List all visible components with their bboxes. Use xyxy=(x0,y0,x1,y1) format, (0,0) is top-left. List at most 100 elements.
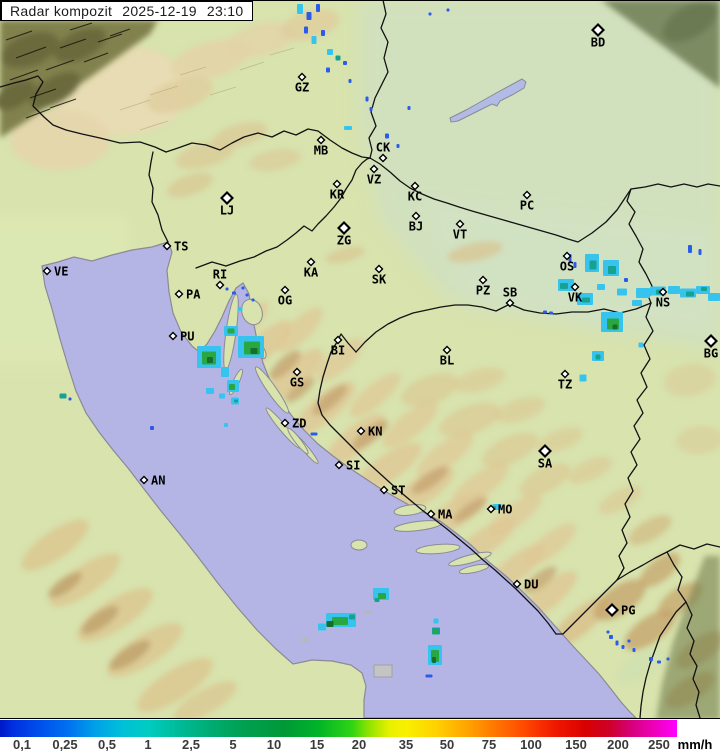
radar-cell xyxy=(617,288,627,296)
radar-cell xyxy=(306,12,312,20)
city-diamond-icon xyxy=(455,219,465,229)
city-diamond-icon xyxy=(591,23,605,37)
city-label-BJ: BJ xyxy=(409,220,423,234)
radar-map: VE TS PA PU RI LJ GZ MB CK VZ KR KC ZG KA BJ VT PC SK OG OS… xyxy=(0,0,720,718)
radar-cell xyxy=(425,674,433,678)
radar-cell xyxy=(549,311,553,315)
border-montenegro-albania xyxy=(639,601,687,718)
legend-tick: 100 xyxy=(520,737,542,751)
city-diamond-icon xyxy=(704,334,718,348)
radar-cell xyxy=(245,293,249,297)
city-label-PZ: PZ xyxy=(476,284,490,298)
radar-date: 2025-12-19 xyxy=(122,3,197,19)
city-marker-KN: KN xyxy=(356,425,382,439)
legend-tick: 0,5 xyxy=(97,737,117,751)
small-islets xyxy=(300,610,372,642)
city-marker-VZ: VZ xyxy=(367,164,381,187)
city-label-MO: MO xyxy=(498,503,512,517)
radar-cell xyxy=(310,432,318,436)
city-label-PU: PU xyxy=(180,330,194,344)
radar-cell xyxy=(365,96,369,102)
city-label-SB: SB xyxy=(503,286,517,300)
radar-cell xyxy=(207,357,213,363)
border-bosnia-croatia-sava xyxy=(355,302,652,353)
radar-cell xyxy=(688,245,692,253)
radar-cell xyxy=(657,660,661,664)
radar-cell xyxy=(560,283,568,289)
border-austria-slovenia xyxy=(165,128,371,159)
border-bosnia-montenegro xyxy=(555,579,618,635)
city-diamond-icon xyxy=(337,221,351,235)
city-label-RI: RI xyxy=(213,268,227,282)
border-italy-slovenia xyxy=(148,151,169,243)
city-marker-BI: BI xyxy=(331,335,345,358)
city-marker-VT: VT xyxy=(453,219,467,242)
city-diamond-icon xyxy=(378,153,388,163)
radar-cell xyxy=(624,278,628,282)
city-label-VT: VT xyxy=(453,228,467,242)
country-borders xyxy=(0,0,720,718)
radar-cell xyxy=(582,297,590,303)
city-diamond-icon xyxy=(306,257,316,267)
radar-cell xyxy=(428,12,432,16)
city-diamond-icon xyxy=(505,298,515,308)
radar-cell xyxy=(606,630,610,634)
city-label-AN: AN xyxy=(151,474,165,488)
app-title: Radar kompozit xyxy=(10,3,113,19)
legend-color-bar xyxy=(0,720,677,737)
city-marker-DU: DU xyxy=(512,578,538,592)
radar-cell xyxy=(374,598,380,602)
city-diamond-icon xyxy=(369,164,379,174)
coverage-boundary xyxy=(0,0,720,718)
city-diamond-icon xyxy=(332,179,342,189)
radar-map-canvas: VE TS PA PU RI LJ GZ MB CK VZ KR KC ZG KA BJ VT PC SK OG OS… xyxy=(0,0,720,718)
radar-cell xyxy=(343,61,347,65)
city-label-ST: ST xyxy=(391,484,405,498)
city-marker-VE: VE xyxy=(42,265,68,279)
radar-cell xyxy=(251,298,255,302)
city-diamond-icon xyxy=(379,485,389,495)
lake-balaton xyxy=(449,78,527,123)
radar-cell xyxy=(597,284,605,290)
radar-cell xyxy=(349,614,355,620)
radar-cell xyxy=(221,367,229,377)
radar-time: 23:10 xyxy=(206,3,244,19)
radar-cell xyxy=(225,287,229,291)
radar-echo-layer xyxy=(59,4,720,678)
city-diamond-icon xyxy=(560,369,570,379)
city-diamond-icon xyxy=(220,191,234,205)
city-marker-MO: MO xyxy=(486,503,512,517)
city-diamond-icon xyxy=(297,72,307,82)
alpine-ridges xyxy=(5,22,131,119)
plain-tints xyxy=(0,0,720,365)
city-marker-PA: PA xyxy=(174,288,201,302)
radar-cell xyxy=(321,30,325,36)
city-marker-MA: MA xyxy=(426,508,453,522)
city-diamond-icon xyxy=(374,264,384,274)
city-label-GZ: GZ xyxy=(295,81,309,95)
city-label-TZ: TZ xyxy=(558,378,572,392)
legend-tick: 50 xyxy=(439,737,455,751)
legend-tick: 150 xyxy=(565,737,587,751)
radar-cell xyxy=(206,388,214,394)
city-marker-KR: KR xyxy=(330,179,345,202)
city-marker-NS: NS xyxy=(656,287,670,310)
city-diamond-icon xyxy=(280,418,290,428)
radar-cell xyxy=(348,79,352,83)
legend-tick: 75 xyxy=(481,737,497,751)
city-label-ZD: ZD xyxy=(292,417,306,431)
city-marker-BJ: BJ xyxy=(409,211,423,234)
border-hungary-croatia xyxy=(369,157,632,243)
radar-cell xyxy=(595,354,601,360)
city-label-DU: DU xyxy=(524,578,538,592)
city-label-LJ: LJ xyxy=(220,204,234,218)
legend-tick: 0,1 xyxy=(12,737,32,751)
city-label-TS: TS xyxy=(174,240,188,254)
precipitation-legend: mm/h 0,1 0,25 0,5 1 2,5 5 10 15 20 35 50 75 100 150 20… xyxy=(0,718,720,751)
city-diamond-icon xyxy=(42,266,52,276)
city-label-MB: MB xyxy=(314,144,328,158)
radar-cell xyxy=(385,133,389,139)
city-diamond-icon xyxy=(442,345,452,355)
legend-tick: 15 xyxy=(309,737,325,751)
